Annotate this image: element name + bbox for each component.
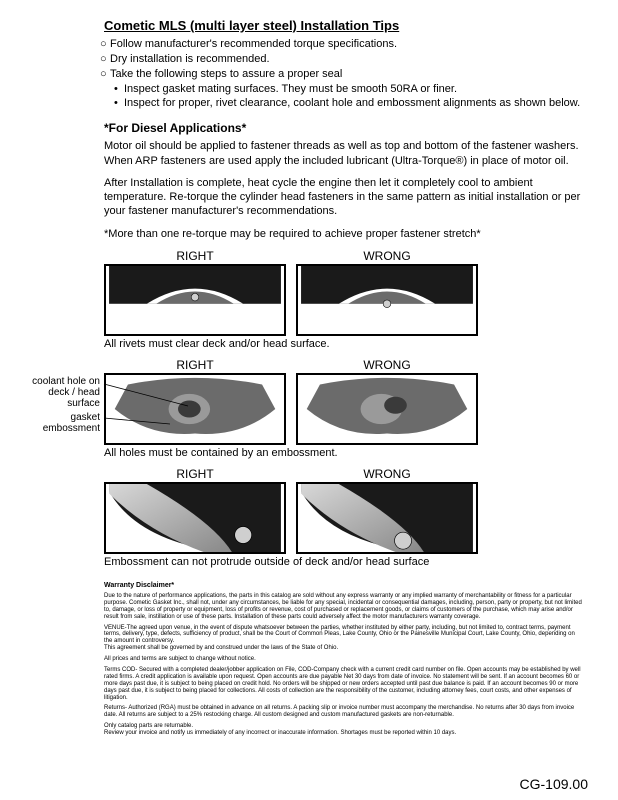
figure-row-1: RIGHT WRONG (104, 249, 594, 336)
caption-2: All holes must be contained by an emboss… (104, 447, 594, 459)
page-footer: CG-109.00 (520, 776, 588, 792)
bullet-list: ○Follow manufacturer's recommended torqu… (100, 37, 594, 111)
annot-coolant: coolant hole on deck / head surface (20, 376, 100, 409)
disclaimer-4: Terms COD- Secured with a completed deal… (104, 667, 584, 701)
diesel-para-1: Motor oil should be applied to fastener … (104, 139, 584, 168)
caption-1: All rivets must clear deck and/or head s… (104, 338, 594, 350)
disclaimer-1: Due to the nature of performance applica… (104, 593, 584, 621)
bullet-1: Follow manufacturer's recommended torque… (110, 37, 397, 52)
panel-protrude-right (104, 482, 286, 554)
bullet-3: Take the following steps to assure a pro… (110, 67, 342, 82)
bullet-2: Dry installation is recommended. (110, 52, 270, 67)
disclaimer-5: Returns- Authorized (RGA) must be obtain… (104, 705, 584, 719)
figure-row-2-wrap: coolant hole on deck / head surface gask… (24, 358, 594, 445)
disclaimer-6: Only catalog parts are returnable. Revie… (104, 723, 584, 737)
disclaimer-2: VENUE-The agreed upon venue, in the even… (104, 625, 584, 653)
disclaimer-title: Warranty Disclaimer* (104, 582, 594, 589)
label-right-1: RIGHT (104, 249, 286, 263)
disclaimer-3: All prices and terms are subject to chan… (104, 656, 584, 663)
label-wrong-3: WRONG (296, 467, 478, 481)
diesel-para-3: *More than one re-torque may be required… (104, 227, 584, 241)
label-right-2: RIGHT (104, 358, 286, 372)
figure-row-3: RIGHT WRONG (104, 467, 594, 554)
panel-rivet-wrong (296, 264, 478, 336)
label-wrong-1: WRONG (296, 249, 478, 263)
diesel-heading: *For Diesel Applications* (104, 121, 594, 135)
label-right-3: RIGHT (104, 467, 286, 481)
diesel-para-2: After Installation is complete, heat cyc… (104, 176, 584, 219)
label-wrong-2: WRONG (296, 358, 478, 372)
panel-rivet-right (104, 264, 286, 336)
caption-3: Embossment can not protrude outside of d… (104, 556, 594, 568)
sub-bullet-2: Inspect for proper, rivet clearance, coo… (124, 96, 580, 111)
sub-bullet-1: Inspect gasket mating surfaces. They mus… (124, 82, 457, 97)
panel-protrude-wrong (296, 482, 478, 554)
annot-emboss: gasket embossment (20, 412, 100, 434)
panel-hole-right (104, 373, 286, 445)
page-title: Cometic MLS (multi layer steel) Installa… (104, 18, 594, 33)
panel-hole-wrong (296, 373, 478, 445)
